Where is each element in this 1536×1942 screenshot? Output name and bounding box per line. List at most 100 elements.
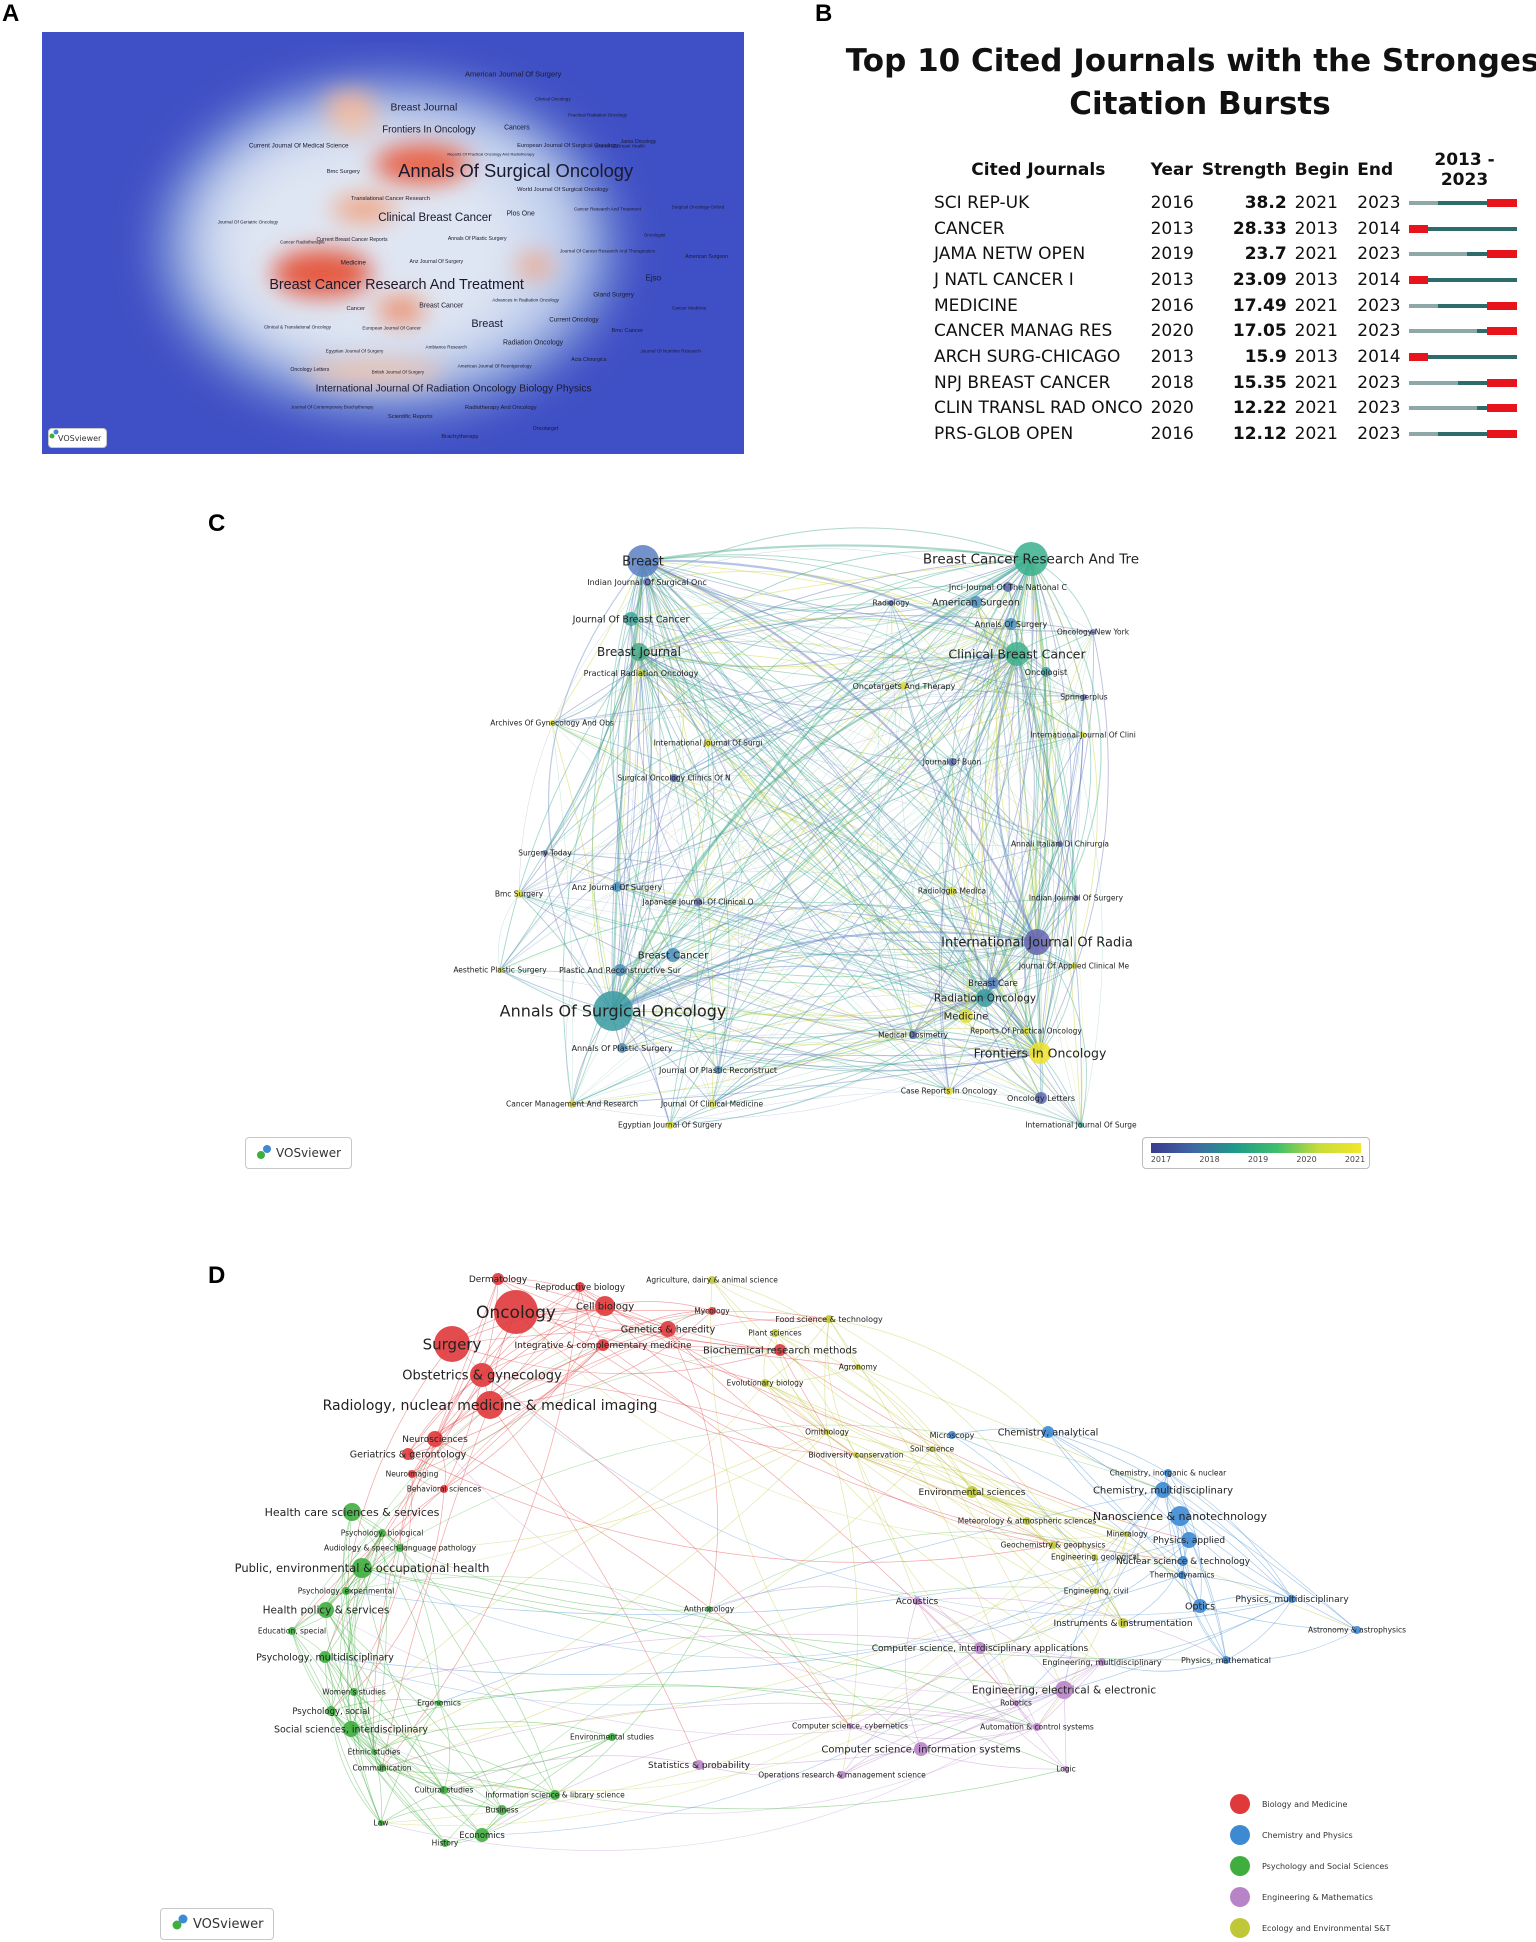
overlay-link (616, 601, 977, 888)
category-node (853, 1452, 859, 1458)
overlay-link (669, 1052, 1041, 1126)
overlay-link (638, 651, 730, 1105)
category-link (1167, 1472, 1227, 1661)
category-link (841, 1647, 981, 1776)
category-node-label: Health policy & services (263, 1605, 390, 1617)
category-link (1047, 1431, 1190, 1541)
overlay-link (711, 653, 1018, 1105)
category-link (325, 1609, 503, 1811)
overlay-link (646, 581, 1075, 967)
category-node (1055, 1681, 1073, 1699)
overlay-link (646, 581, 743, 1105)
category-link (381, 1702, 1038, 1769)
overlay-link (619, 969, 986, 1021)
journal-cell: PRS-GLOB OPEN (934, 424, 1074, 445)
category-node (343, 1503, 361, 1521)
category-link (481, 1794, 556, 1836)
category-node-label: Operations research & management science (758, 1771, 926, 1780)
category-link (373, 1751, 446, 1844)
category-node-label: Information science & library science (485, 1791, 625, 1800)
overlay-link (697, 653, 1018, 903)
category-node-label: Psychology, biological (341, 1529, 424, 1538)
overlay-link (499, 560, 644, 971)
overlay-link (551, 560, 644, 724)
overlay-link (1030, 558, 1102, 943)
overlay-link (890, 602, 950, 1092)
overlay-link (673, 777, 986, 999)
overlay-link (638, 585, 1009, 653)
overlay-link (544, 696, 1085, 855)
overlay-link (646, 581, 1041, 1054)
overlay-link (672, 954, 1041, 1054)
overlay-link (638, 651, 1075, 967)
category-link (373, 1431, 828, 1753)
category-node-label: Radiology, nuclear medicine & medical im… (323, 1398, 658, 1414)
overlay-link (975, 601, 994, 984)
category-link (380, 1544, 1054, 1826)
burst-timeline-bar (1408, 275, 1517, 284)
overlay-node (1005, 618, 1017, 630)
overlay-link (711, 623, 1012, 1105)
overlay-link (518, 882, 618, 895)
bar-burst (1487, 301, 1517, 310)
density-label: Practical Radiation Oncology (568, 112, 628, 118)
density-label: British Journal Of Surgery (371, 369, 425, 375)
overlay-link (948, 1015, 967, 1092)
category-link (489, 1310, 713, 1406)
category-node-label: Law (374, 1819, 389, 1828)
overlay-node (1024, 929, 1050, 955)
category-node-label: Astronomy & astrophysics (1308, 1626, 1406, 1635)
density-label: Jama Oncology (620, 139, 657, 146)
overlay-link (551, 653, 1018, 724)
category-link (325, 1609, 375, 1753)
category-link (381, 1590, 1097, 1791)
overlay-link (672, 954, 986, 1019)
category-link (1122, 1560, 1184, 1624)
overlay-node-label: Annali Italiani Di Chirurgia (1011, 840, 1109, 849)
overlay-link (612, 1010, 1082, 1126)
density-label: Current Oncology (549, 316, 599, 324)
category-link (1101, 1659, 1227, 1672)
begin-cell: 2021 (1294, 192, 1338, 213)
overlay-link (636, 651, 699, 903)
category-node-label: Education, special (258, 1627, 326, 1636)
category-link (497, 1278, 1184, 1562)
year-cell: 2013 (1150, 346, 1194, 367)
overlay-link (621, 672, 652, 1049)
category-link (497, 1278, 606, 1307)
overlay-link (548, 560, 644, 1012)
density-label: Cancer Research And Treatment (573, 206, 641, 212)
category-node (948, 1431, 956, 1439)
legend-swatch (1230, 1887, 1250, 1907)
category-link (1095, 1533, 1128, 1592)
overlay-link (984, 997, 1082, 1126)
category-node (434, 1326, 470, 1362)
category-node (350, 1688, 358, 1696)
category-link (361, 1567, 1038, 1728)
overlay-link (612, 602, 892, 1012)
category-link (489, 1328, 669, 1406)
category-link (1225, 1629, 1358, 1661)
density-label: Journal Of Geriatric Oncology (217, 219, 279, 225)
overlay-link (995, 586, 1038, 943)
bar-burst (1487, 378, 1517, 387)
overlay-link (637, 651, 675, 779)
category-node-label: Surgery (423, 1335, 482, 1353)
category-link (345, 1576, 922, 1750)
overlay-link (697, 901, 1038, 943)
overlay-link (903, 558, 1032, 687)
category-link (951, 1428, 1169, 1474)
overlay-node-label: Breast Journal (597, 645, 681, 659)
overlay-link (876, 685, 914, 1036)
category-link (764, 1382, 973, 1493)
bar-active (1437, 432, 1517, 437)
category-node (427, 1431, 443, 1447)
overlay-link (612, 618, 632, 1012)
overlay-link (544, 653, 1018, 854)
category-node (595, 1296, 615, 1316)
category-link (373, 1702, 440, 1753)
category-link (399, 1438, 436, 1549)
overlay-link (638, 651, 953, 763)
category-node (470, 1363, 494, 1387)
colorbar-tick: 2021 (1344, 1155, 1366, 1164)
